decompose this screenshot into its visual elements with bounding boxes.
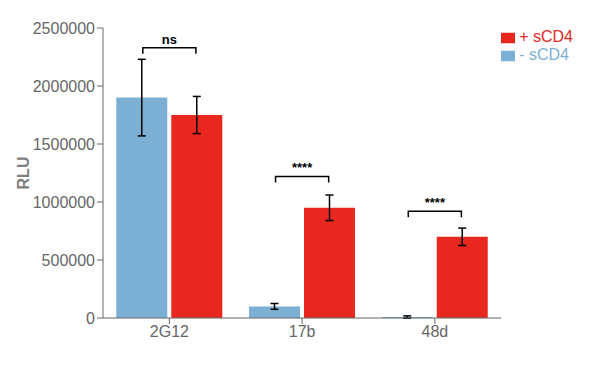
html-text:+ sCD4: + sCD4 (519, 28, 573, 45)
svg-text:****: **** (292, 160, 313, 175)
svg-text:****: **** (425, 195, 446, 210)
html-text:- sCD4: - sCD4 (519, 46, 569, 63)
svg-text:48d: 48d (421, 323, 448, 340)
svg-text:2500000: 2500000 (33, 20, 95, 37)
svg-text:1000000: 1000000 (33, 194, 95, 211)
svg-text:ns: ns (162, 32, 177, 47)
svg-text:RLU: RLU (15, 157, 32, 190)
svg-text:2000000: 2000000 (33, 78, 95, 95)
svg-text:17b: 17b (289, 323, 316, 340)
svg-text:500000: 500000 (42, 252, 95, 269)
svg-text:0: 0 (86, 310, 95, 327)
svg-text:1500000: 1500000 (33, 136, 95, 153)
svg-text:2G12: 2G12 (150, 323, 189, 340)
